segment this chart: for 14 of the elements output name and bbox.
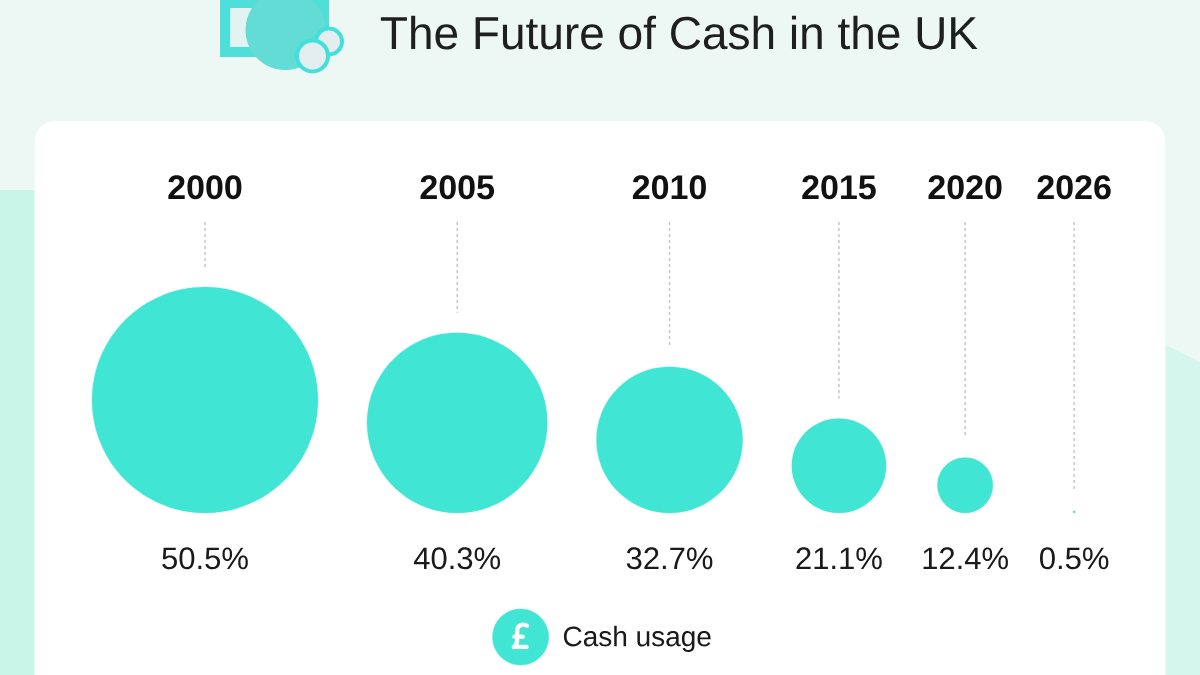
data-label: 0.5%: [1040, 547, 1109, 570]
category-label: 2020: [928, 175, 1002, 200]
data-label: 21.1%: [796, 547, 882, 570]
category-label: 2015: [802, 175, 876, 200]
data-label: 12.4%: [923, 547, 1008, 570]
category-label: 2000: [168, 175, 242, 200]
data-label: 50.5%: [162, 547, 248, 570]
category-label: 2010: [632, 175, 706, 200]
data-label: 40.3%: [413, 547, 501, 570]
text: The Future of Cash in the UK: [380, 15, 978, 50]
category-label: 2026: [1037, 175, 1111, 200]
data-label: 32.7%: [626, 547, 713, 570]
category-label: 2005: [420, 175, 495, 200]
legend-label: Cash usage: [563, 625, 711, 652]
